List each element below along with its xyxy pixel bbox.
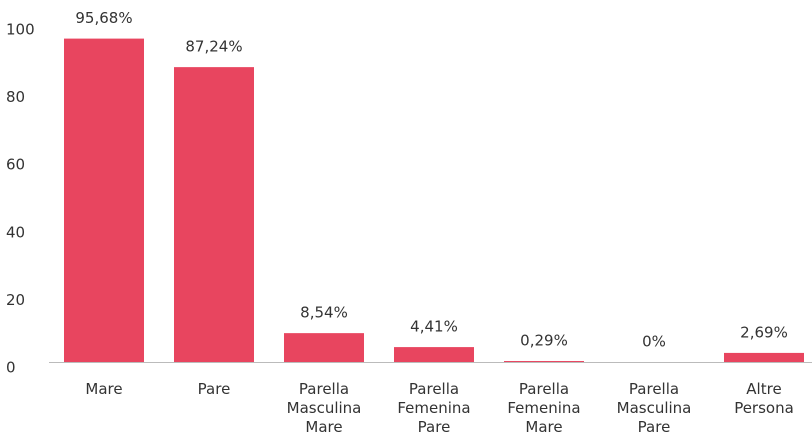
data-label: 4,41% [410, 318, 458, 336]
y-tick-label: 20 [6, 291, 25, 309]
data-label: 0,29% [520, 332, 568, 350]
x-tick-label: Mare [85, 380, 123, 398]
y-tick-label: 40 [6, 223, 25, 241]
data-label: 95,68% [75, 9, 132, 27]
x-tick-label: Altre Persona [734, 380, 794, 417]
data-label: 2,69% [740, 323, 788, 341]
x-tick-label: Parella Femenina Mare [507, 380, 581, 436]
bar [504, 361, 584, 362]
y-tick-label: 60 [6, 156, 25, 174]
bar [394, 347, 474, 362]
x-tick-label: Pare [197, 380, 231, 398]
bar [724, 352, 804, 362]
x-tick-label: Parella Femenina Pare [397, 380, 471, 436]
x-tick-label: Parella Masculina Pare [616, 380, 692, 436]
bar [174, 67, 254, 363]
data-label: 87,24% [185, 38, 242, 56]
data-label: 0% [642, 333, 666, 351]
y-tick-label: 100 [6, 21, 35, 39]
x-tick-label: Parella Masculina Mare [286, 380, 362, 436]
y-tick-label: 80 [6, 88, 25, 106]
bar [64, 38, 144, 363]
y-tick-label: 0 [6, 359, 16, 377]
bar [284, 333, 364, 362]
data-label: 8,54% [300, 304, 348, 322]
